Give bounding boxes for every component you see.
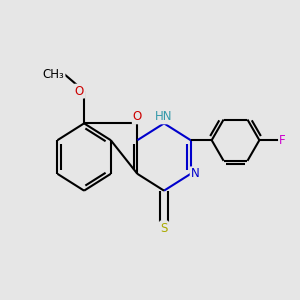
Text: HN: HN — [155, 110, 173, 123]
Text: CH₃: CH₃ — [43, 68, 64, 81]
Text: N: N — [191, 167, 200, 180]
Text: S: S — [160, 221, 168, 235]
Text: O: O — [75, 85, 84, 98]
Text: O: O — [133, 110, 142, 123]
Text: F: F — [279, 134, 286, 147]
